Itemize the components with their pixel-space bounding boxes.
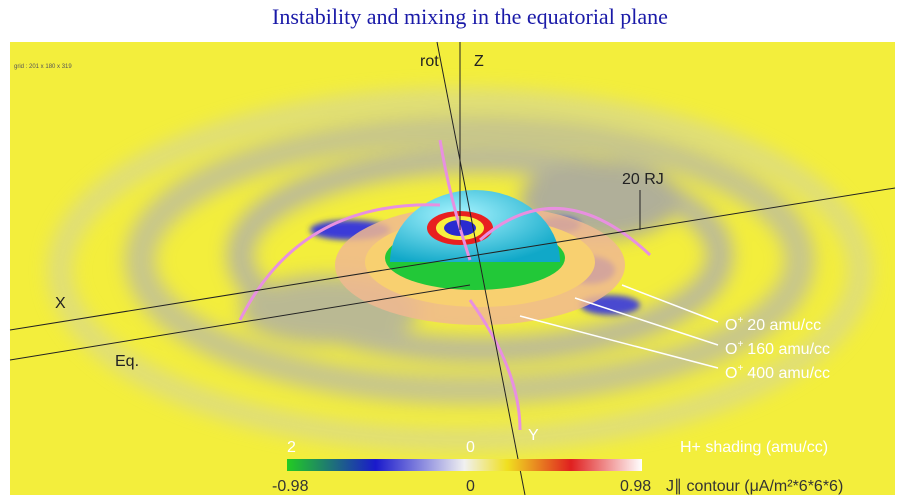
shading-min: 2	[287, 439, 296, 456]
y-label: Y	[528, 427, 539, 444]
grid-info: grid : 201 x 180 x 319	[14, 64, 72, 70]
field-lines	[238, 139, 652, 431]
contour-min: -0.98	[272, 478, 309, 495]
colorbar-gradient	[287, 459, 642, 471]
z-label: Z	[474, 53, 484, 70]
title: Instability and mixing in the equatorial…	[272, 4, 668, 29]
annotation: O+ 20 amu/cc	[725, 315, 821, 334]
visualization: grid : 201 x 180 x 319 rot Z 20 RJ X Eq.…	[9, 41, 896, 495]
x-label: X	[55, 295, 66, 312]
shading-mid: 0	[466, 439, 475, 456]
annotation: O+ 400 amu/cc	[725, 363, 830, 382]
colorbar: 2 0 H+ shading (amu/cc) -0.98 0 0.98 J∥ …	[272, 439, 843, 495]
contour-label: J∥ contour (μA/m²*6*6*6)	[666, 478, 843, 495]
contour-max: 0.98	[620, 478, 651, 495]
annotation: O+ 160 amu/cc	[725, 339, 830, 358]
shading-label: H+ shading (amu/cc)	[680, 439, 828, 456]
eq-label: Eq.	[115, 353, 139, 370]
axis-lines	[9, 41, 896, 495]
rot-label: rot	[420, 53, 439, 70]
scale-label: 20 RJ	[622, 171, 664, 188]
contour-mid: 0	[466, 478, 475, 495]
annotation-arrows	[519, 284, 719, 369]
ion-annotations: O+ 20 amu/cc O+ 160 amu/cc O+ 400 amu/cc	[725, 315, 830, 382]
